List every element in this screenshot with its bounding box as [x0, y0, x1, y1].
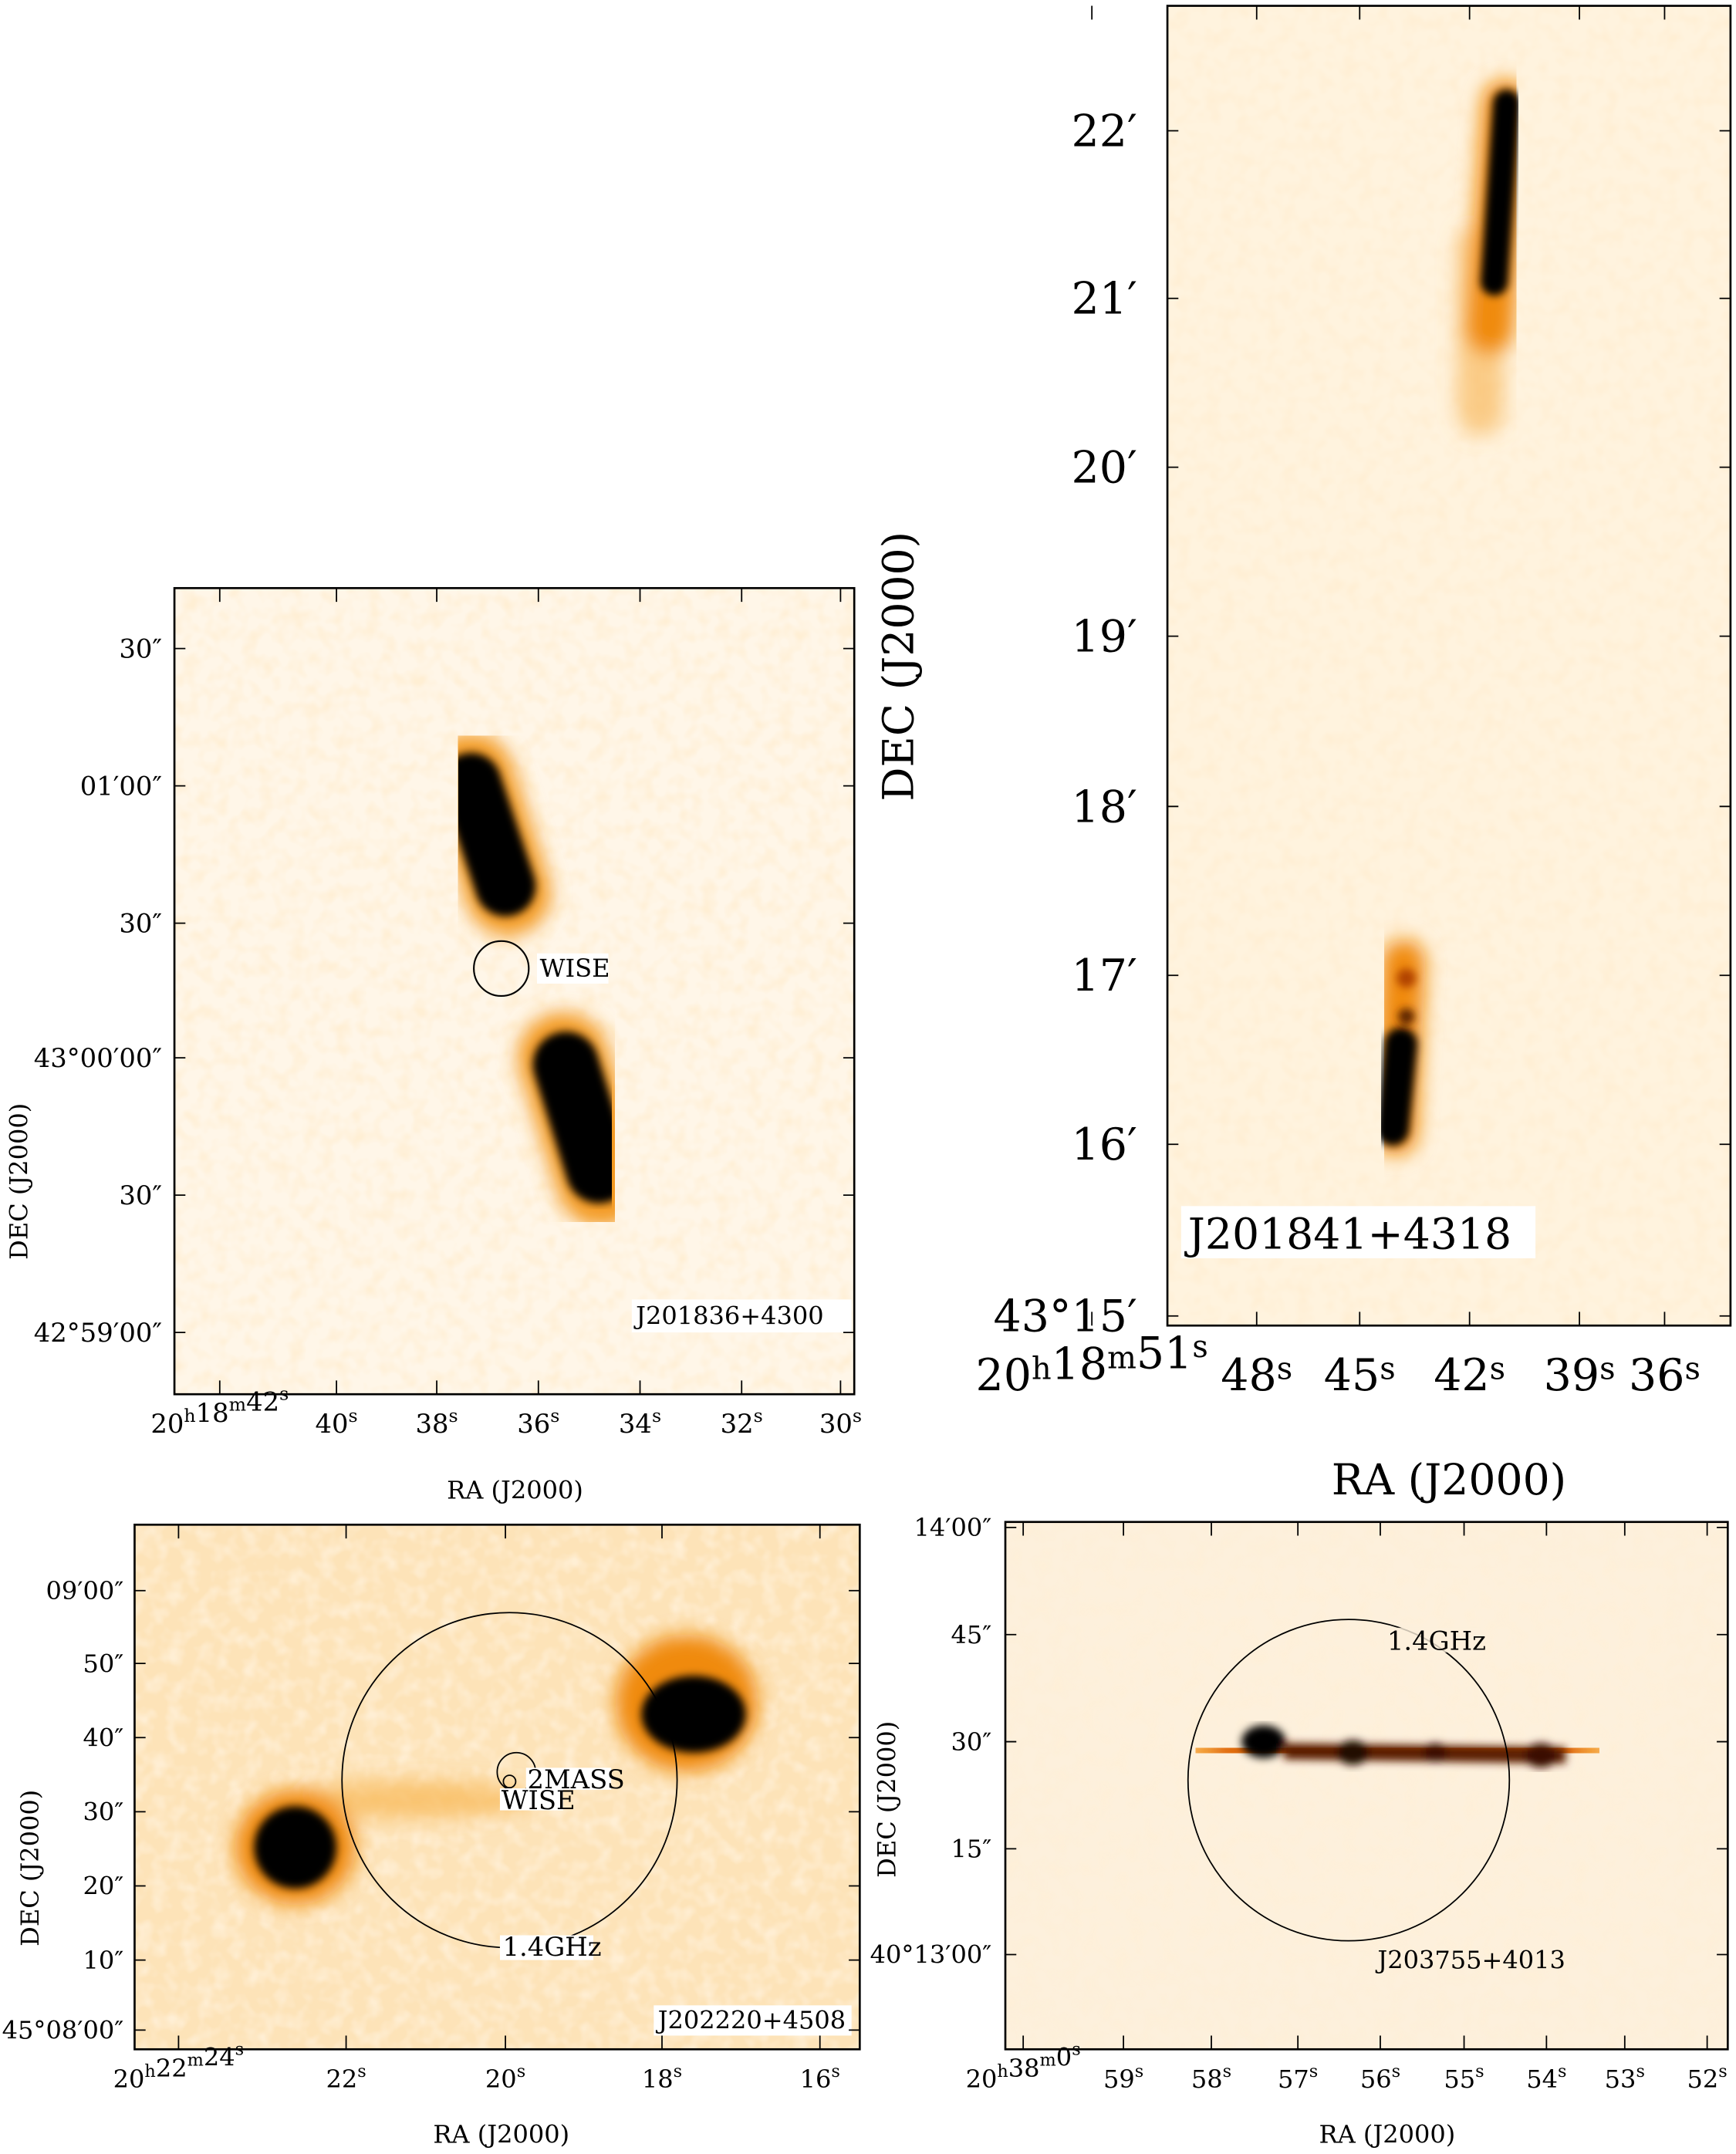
x-axis-label: RA (J2000) — [1332, 1456, 1566, 1505]
x-tick-label: 39s — [1544, 1350, 1616, 1401]
source-label: J201836+4300 — [633, 1301, 823, 1330]
y-tick-label: 20′ — [1071, 443, 1137, 494]
source-label: J203755+4013 — [1375, 1945, 1565, 1974]
y-tick-label: 30″ — [951, 1727, 991, 1757]
x-tick-label: 36s — [517, 1405, 559, 1439]
annotation-wise: WISE — [540, 954, 610, 983]
panel-j203755: 1.4GHz J203755+4013 14′00″ 45″ 30″ 15″ 40°13… — [870, 1513, 1729, 2149]
y-tick-label: 09′00″ — [46, 1576, 123, 1605]
plot-frame — [1166, 5, 1732, 1327]
y-tick-label: 42°59′00″ — [34, 1318, 162, 1348]
y-tick-label: 16′ — [1071, 1119, 1137, 1170]
x-tick-label: 30s — [819, 1405, 862, 1439]
x-tick-label: 32s — [721, 1405, 763, 1439]
x-tick-label: 54s — [1526, 2061, 1566, 2094]
panel-j201841: J201841+4318 22′ 21′ 20′ 19′ 18′ 17′ 16′ 43°15′… — [875, 5, 1732, 1505]
x-tick-label: 57s — [1278, 2061, 1318, 2094]
plot-frame — [1004, 1521, 1729, 2051]
y-tick-label: 10″ — [83, 1946, 123, 1975]
annotation-1-4ghz: 1.4GHz — [1387, 1626, 1486, 1656]
y-tick-label: 40°13′00″ — [870, 1940, 992, 1970]
y-tick-label: 30″ — [119, 633, 162, 663]
radio-image: WISE J201836+4300 — [174, 588, 855, 1395]
x-tick-label: 20s — [485, 2061, 525, 2094]
x-tick-label: 58s — [1191, 2061, 1231, 2094]
x-tick-label: 34s — [619, 1405, 661, 1439]
x-tick-label: 53s — [1605, 2061, 1645, 2094]
y-axis-label: DEC (J2000) — [15, 1790, 45, 1946]
x-tick-label: 56s — [1360, 2061, 1400, 2094]
y-axis-label: DEC (J2000) — [873, 1721, 902, 1878]
radio-image: J201841+4318 — [1167, 5, 1731, 1326]
y-tick-label: 45″ — [951, 1620, 991, 1649]
annotation-1-4ghz: 1.4GHz — [503, 1932, 602, 1962]
radio-image: 2MASS WISE 1.4GHz J202220+4508 — [134, 1524, 860, 2050]
y-tick-label: 30″ — [83, 1798, 123, 1827]
annotation-wise: WISE — [502, 1785, 576, 1815]
x-axis-label: RA (J2000) — [433, 2119, 569, 2149]
x-axis-label: RA (J2000) — [1319, 2119, 1455, 2149]
x-tick-label: 42s — [1434, 1350, 1505, 1401]
y-tick-label: 22′ — [1071, 106, 1137, 157]
y-tick-label: 30″ — [119, 908, 162, 938]
wise-circle — [502, 1774, 517, 1789]
x-tick-label: 22s — [326, 2061, 366, 2094]
x-tick-label: 38s — [415, 1405, 458, 1439]
plot-frame — [133, 1523, 861, 2051]
wise-circle — [473, 940, 530, 998]
x-tick-label: 18s — [642, 2061, 682, 2094]
x-tick-label: 59s — [1103, 2061, 1143, 2094]
y-tick-label: 43°00′00″ — [34, 1043, 162, 1073]
x-tick-label: 45s — [1324, 1350, 1396, 1401]
y-tick-label: 50″ — [83, 1649, 123, 1678]
source-label: J201841+4318 — [1184, 1210, 1511, 1260]
panel-j202220: 2MASS WISE 1.4GHz J202220+4508 09′00″ 50″… — [2, 1523, 861, 2149]
x-axis-label: RA (J2000) — [447, 1475, 583, 1504]
y-tick-label: 20″ — [83, 1872, 123, 1901]
x-tick-label: 55s — [1444, 2061, 1484, 2094]
x-tick-label: 36s — [1629, 1350, 1701, 1401]
y-tick-label: 14′00″ — [914, 1513, 991, 1542]
y-tick-label: 01′00″ — [80, 771, 162, 801]
y-tick-label: 19′ — [1071, 612, 1137, 663]
x-tick-label: 16s — [800, 2061, 840, 2094]
y-axis-label: DEC (J2000) — [5, 1103, 34, 1260]
x-tick-label: 52s — [1687, 2061, 1727, 2094]
y-tick-label: 43°15′ — [994, 1291, 1137, 1342]
x-tick-label: 40s — [316, 1405, 358, 1439]
plot-frame — [173, 586, 856, 1396]
y-tick-label: 45°08′00″ — [2, 2016, 124, 2045]
source-label: J202220+4508 — [656, 2006, 846, 2035]
y-axis-label: DEC (J2000) — [875, 532, 924, 802]
panel-j201836: WISE J201836+4300 30″ 01′00″ 30″ 43°00′00″ 3… — [5, 586, 862, 1504]
y-tick-label: 15″ — [951, 1835, 991, 1864]
x-tick-label: 48s — [1221, 1350, 1292, 1401]
radio-image: 1.4GHz J203755+4013 — [1005, 1521, 1728, 2050]
y-tick-label: 40″ — [83, 1723, 123, 1752]
y-tick-label: 17′ — [1071, 950, 1137, 1001]
y-tick-label: 30″ — [119, 1180, 162, 1210]
y-tick-label: 21′ — [1071, 274, 1137, 325]
y-tick-label: 18′ — [1071, 782, 1137, 832]
radio-beam-circle — [1187, 1619, 1511, 1942]
